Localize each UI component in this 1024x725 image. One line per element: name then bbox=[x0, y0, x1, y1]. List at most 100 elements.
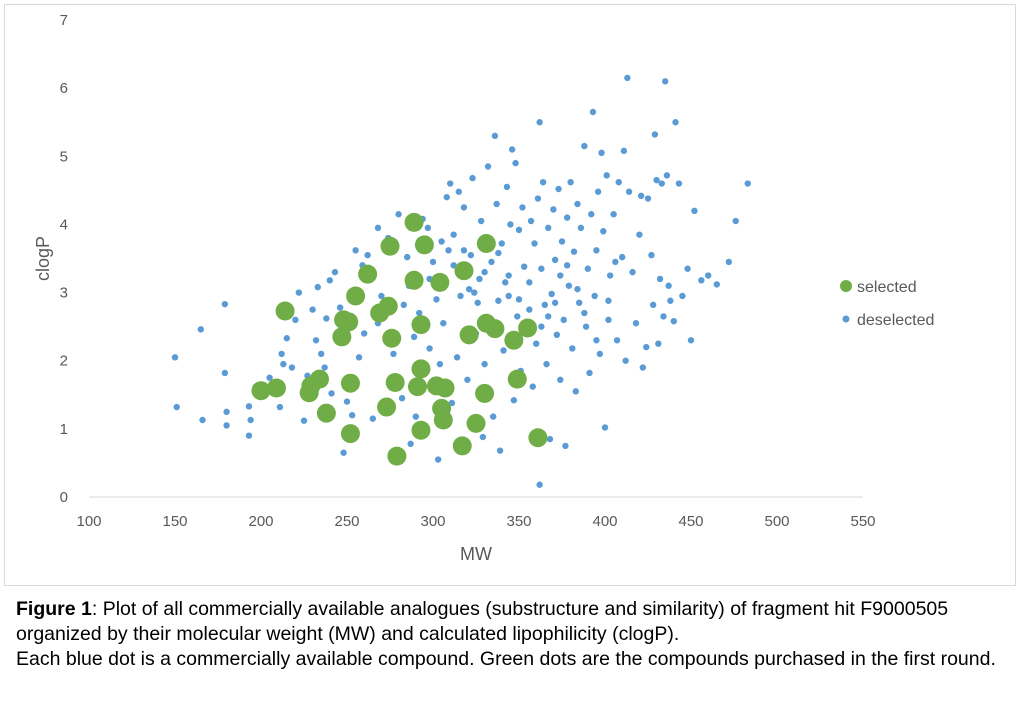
deselected-point bbox=[433, 296, 440, 303]
deselected-point bbox=[503, 183, 511, 191]
deselected-point bbox=[398, 394, 406, 402]
selected-point bbox=[339, 312, 359, 332]
deselected-point bbox=[620, 147, 628, 155]
x-tick-label: 350 bbox=[506, 513, 531, 530]
deselected-point bbox=[732, 217, 739, 225]
selected-point bbox=[414, 235, 434, 255]
deselected-point bbox=[488, 258, 495, 266]
deselected-point bbox=[563, 214, 571, 221]
deselected-point bbox=[328, 390, 335, 397]
deselected-point bbox=[672, 119, 679, 126]
deselected-point bbox=[495, 249, 502, 257]
deselected-point bbox=[606, 272, 614, 279]
deselected-point bbox=[553, 331, 561, 339]
deselected-point bbox=[355, 354, 363, 361]
selected-point bbox=[340, 373, 360, 393]
y-tick-label: 1 bbox=[60, 421, 68, 438]
selected-point bbox=[452, 436, 472, 456]
deselected-point bbox=[173, 403, 180, 411]
legend-marker-selected bbox=[840, 280, 852, 292]
deselected-point bbox=[496, 447, 504, 454]
deselected-point bbox=[245, 403, 253, 410]
selected-point bbox=[411, 359, 431, 379]
deselected-point bbox=[529, 383, 536, 390]
deselected-point bbox=[426, 345, 433, 352]
deselected-point bbox=[576, 299, 583, 306]
deselected-point bbox=[545, 313, 552, 320]
deselected-point bbox=[343, 398, 351, 405]
deselected-point bbox=[536, 481, 543, 488]
deselected-point bbox=[653, 176, 660, 184]
deselected-point bbox=[637, 192, 645, 200]
deselected-point bbox=[477, 217, 485, 225]
deselected-point bbox=[572, 388, 579, 395]
deselected-point bbox=[705, 272, 712, 279]
deselected-point bbox=[536, 119, 543, 126]
selected-point bbox=[340, 424, 360, 444]
deselected-point bbox=[314, 283, 321, 291]
deselected-point bbox=[539, 178, 547, 186]
deselected-point bbox=[615, 178, 622, 186]
deselected-point bbox=[374, 224, 382, 232]
deselected-point bbox=[410, 333, 418, 341]
deselected-point bbox=[644, 195, 652, 202]
deselected-point bbox=[658, 180, 665, 187]
deselected-point bbox=[533, 340, 540, 347]
deselected-point bbox=[476, 275, 483, 283]
deselected-point bbox=[663, 172, 671, 179]
deselected-point bbox=[591, 292, 598, 300]
selected-point bbox=[408, 377, 428, 397]
deselected-point bbox=[567, 178, 574, 186]
deselected-point bbox=[481, 268, 488, 276]
deselected-point bbox=[593, 247, 600, 254]
deselected-point bbox=[610, 211, 617, 218]
caption-text-1: : Plot of all commercially available ana… bbox=[16, 598, 949, 645]
deselected-point bbox=[526, 279, 533, 286]
selected-point bbox=[459, 325, 479, 345]
deselected-point bbox=[245, 432, 253, 439]
deselected-point bbox=[300, 417, 308, 424]
tick-labels: 100 150 200 250 300 350 400 450 500 550 0 1 2 3 4 5 6 7 bbox=[60, 12, 876, 530]
deselected-point bbox=[514, 313, 521, 320]
selected-point bbox=[377, 397, 397, 417]
deselected-point bbox=[541, 301, 548, 309]
deselected-point bbox=[321, 364, 328, 371]
deselected-point bbox=[443, 193, 450, 201]
deselected-point bbox=[471, 289, 478, 296]
deselected-point bbox=[527, 217, 535, 225]
deselected-point bbox=[479, 433, 487, 441]
deselected-point bbox=[558, 238, 566, 245]
x-tick-label: 550 bbox=[850, 513, 875, 530]
scatter-chart: 100 150 200 250 300 350 400 450 500 550 0 1 2 3 4 5 6 7 M… bbox=[33, 12, 934, 564]
y-axis-title: clogP bbox=[33, 236, 53, 281]
deselected-point bbox=[651, 131, 659, 138]
deselected-point bbox=[545, 224, 552, 232]
deselected-point bbox=[512, 159, 519, 167]
deselected-point bbox=[457, 292, 464, 300]
deselected-point bbox=[412, 413, 419, 420]
deselected-point bbox=[577, 224, 585, 232]
deselected-point bbox=[510, 397, 518, 404]
deselected-point bbox=[574, 285, 581, 293]
deselected-point bbox=[543, 360, 550, 368]
deselected-point bbox=[436, 360, 444, 368]
deselected-point bbox=[326, 277, 333, 284]
deselected-point bbox=[538, 265, 545, 272]
deselected-point bbox=[581, 309, 588, 317]
deselected-point bbox=[613, 337, 621, 344]
deselected-point bbox=[600, 228, 607, 235]
deselected-point bbox=[667, 297, 674, 304]
deselected-point bbox=[538, 323, 545, 330]
x-tick-label: 300 bbox=[420, 513, 445, 530]
deselected-point bbox=[395, 211, 402, 218]
deselected-point bbox=[474, 299, 481, 306]
deselected-point bbox=[648, 251, 655, 259]
deselected-point bbox=[508, 146, 516, 153]
selected-point bbox=[433, 410, 453, 430]
deselected-point bbox=[660, 313, 667, 320]
deselected-point bbox=[495, 297, 502, 304]
selected-point bbox=[404, 270, 424, 290]
legend-label-deselected: deselected bbox=[857, 312, 934, 329]
deselected-point bbox=[199, 416, 206, 424]
caption-paragraph-2: Each blue dot is a commercially availabl… bbox=[16, 648, 996, 670]
